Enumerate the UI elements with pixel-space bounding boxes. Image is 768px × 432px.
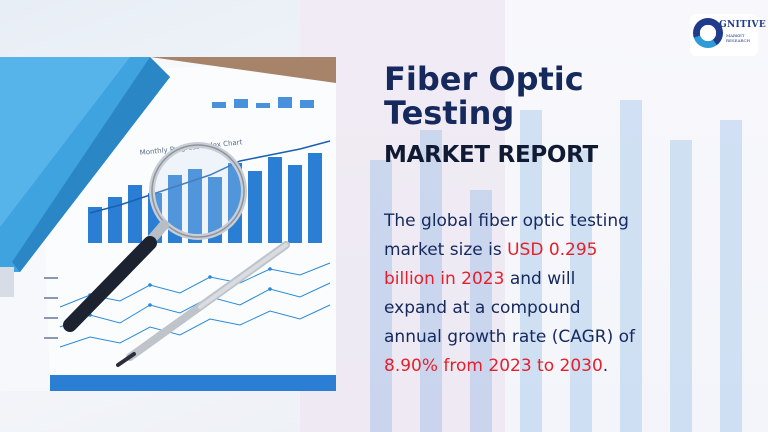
report-subtitle: MARKET REPORT (384, 142, 598, 168)
logo-sub-line2: RESEARCH (726, 38, 751, 43)
report-photo: Monthly Progress Index Chart (0, 57, 336, 391)
desc-line-5: annual growth rate (CAGR) of (384, 327, 636, 347)
logo-mark (693, 18, 723, 48)
desc-line-2a: market size is (384, 240, 508, 260)
desc-period: . (602, 356, 609, 376)
cagr-highlight: 8.90% from 2023 to 2030 (384, 356, 603, 376)
logo-sub-line1: MARKET (726, 33, 745, 38)
report-title: Fiber Optic Testing (384, 62, 684, 130)
desc-line-4: expand at a compound (384, 298, 581, 318)
title-line-2: Testing (384, 94, 515, 132)
logo-wordmark: GNITIVE (719, 20, 766, 30)
desc-line-3b: and will (504, 269, 576, 289)
background-faint-chart (370, 100, 742, 432)
desk-illustration: Monthly Progress Index Chart (0, 57, 336, 391)
background-right (300, 0, 768, 432)
market-size-highlight: USD 0.295 (507, 240, 598, 260)
company-logo[interactable]: GNITIVE MARKET RESEARCH (690, 14, 766, 56)
desc-line-1: The global fiber optic testing (384, 211, 629, 231)
market-description: The global fiber optic testing market si… (384, 207, 764, 381)
title-line-1: Fiber Optic (384, 60, 584, 98)
market-year-highlight: billion in 2023 (384, 269, 505, 289)
